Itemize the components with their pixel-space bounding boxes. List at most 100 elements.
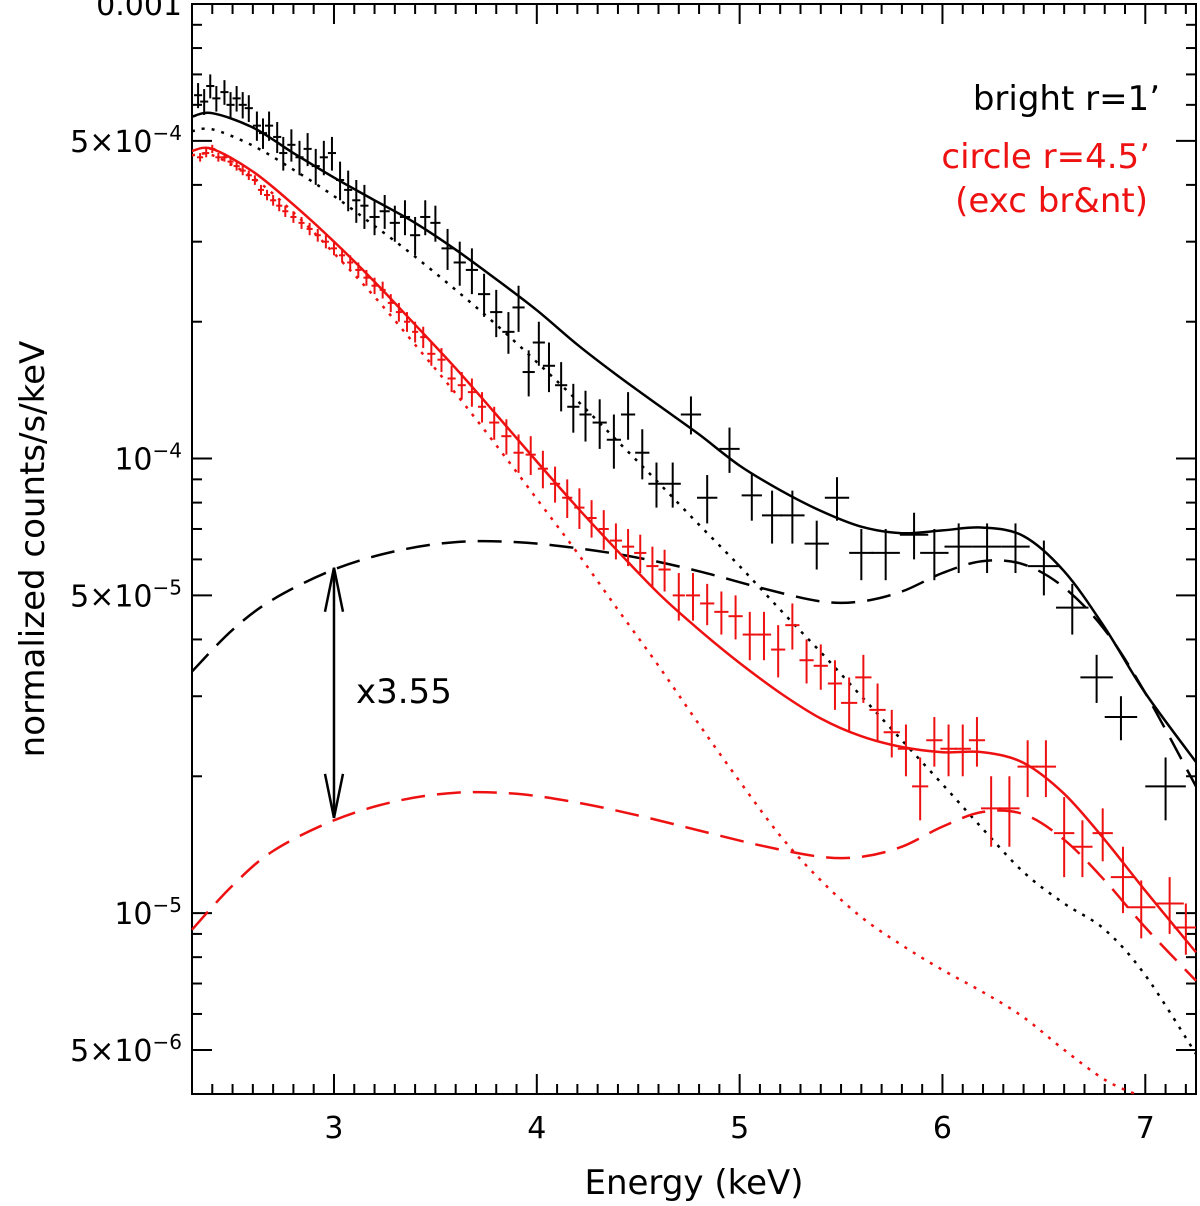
data-point [574, 488, 585, 529]
data-point [490, 289, 503, 338]
data-point [555, 362, 568, 412]
scale-arrow-head-down [323, 773, 345, 819]
data-point [420, 200, 431, 236]
data-point [453, 241, 466, 286]
data-point [646, 546, 659, 588]
data-point [954, 724, 971, 777]
data-point [579, 390, 592, 442]
data-point [339, 248, 346, 263]
model-curve [191, 127, 1198, 1055]
data-point [265, 111, 274, 141]
data-point [728, 595, 743, 640]
data-point [719, 427, 740, 473]
data-point [869, 683, 886, 741]
data-point [756, 611, 772, 661]
data-point [799, 639, 814, 684]
data-point [680, 396, 702, 435]
data-point [477, 392, 487, 423]
data-point [363, 269, 370, 286]
data-point [549, 466, 561, 503]
axis-ticks [192, 4, 1196, 1095]
data-point [685, 573, 701, 621]
data-point [1072, 820, 1093, 878]
data-point [465, 248, 478, 295]
data-point [513, 434, 524, 473]
data-point [940, 724, 957, 777]
data-point [344, 170, 353, 212]
data-point [322, 235, 329, 249]
data-point [203, 148, 210, 158]
data-point [290, 211, 297, 223]
data-point [780, 490, 805, 544]
y-axis-title: normalized counts/s/keV [13, 341, 53, 758]
data-point [330, 241, 338, 256]
data-point [512, 285, 525, 332]
data-point [1155, 877, 1184, 934]
data-point [420, 326, 427, 349]
data-point [635, 429, 650, 480]
data-point [697, 475, 718, 524]
data-point [244, 95, 253, 123]
data-point [298, 216, 305, 229]
legend-entry-bright: bright r=1’ [973, 79, 1160, 119]
data-point [532, 321, 545, 366]
x-tick-label: 7 [1136, 1111, 1155, 1146]
data-point [1027, 540, 1061, 596]
data-point [197, 153, 204, 162]
data-point [347, 255, 354, 270]
data-point [648, 462, 665, 508]
model-curve [191, 146, 1197, 954]
data-point [239, 166, 246, 176]
data-point [311, 148, 320, 185]
data-point [245, 170, 252, 181]
model-curve [191, 790, 1197, 982]
legend: bright r=1’ circle r=4.5’ (exc br&nt) [941, 79, 1160, 221]
data-point [855, 654, 872, 703]
legend-entry-circle-note: (exc br&nt) [955, 181, 1148, 221]
data-point [761, 490, 783, 544]
data-point [258, 118, 268, 149]
data-point [592, 399, 607, 449]
data-point [606, 414, 621, 469]
data-point [270, 195, 277, 206]
data-point [1173, 903, 1196, 955]
data-point [981, 776, 1002, 847]
data-point [437, 348, 446, 373]
data-point [279, 136, 288, 171]
data-point [1127, 880, 1156, 939]
data-point [883, 709, 900, 758]
data-point [427, 342, 436, 366]
data-point [501, 419, 512, 455]
data-point [1001, 523, 1030, 574]
data-point [542, 342, 556, 393]
data-point [742, 611, 757, 661]
data-point [287, 129, 296, 162]
data-point [1056, 583, 1089, 635]
y-tick-label: 5×10−6 [70, 1030, 182, 1069]
data-point [502, 312, 515, 354]
data-point [912, 757, 929, 821]
data-point [303, 133, 312, 167]
data-point [664, 462, 681, 508]
data-point [586, 500, 597, 538]
data-point [327, 136, 337, 171]
data-point [658, 549, 671, 592]
data-point [220, 80, 229, 105]
data-point [827, 660, 843, 710]
data-point [457, 372, 466, 400]
data-point [395, 302, 402, 322]
data-point [238, 92, 247, 119]
data-point [489, 406, 500, 440]
y-tick-label: 0.001 [96, 0, 182, 23]
data-point [567, 383, 580, 433]
data-point [360, 184, 369, 229]
x-tick-label: 5 [730, 1111, 749, 1146]
data-point [714, 591, 729, 635]
data-point [849, 528, 874, 581]
data-point [522, 350, 535, 397]
data-point [371, 277, 378, 295]
data-point [926, 717, 943, 767]
data-point [212, 86, 221, 112]
data-point [412, 321, 419, 343]
